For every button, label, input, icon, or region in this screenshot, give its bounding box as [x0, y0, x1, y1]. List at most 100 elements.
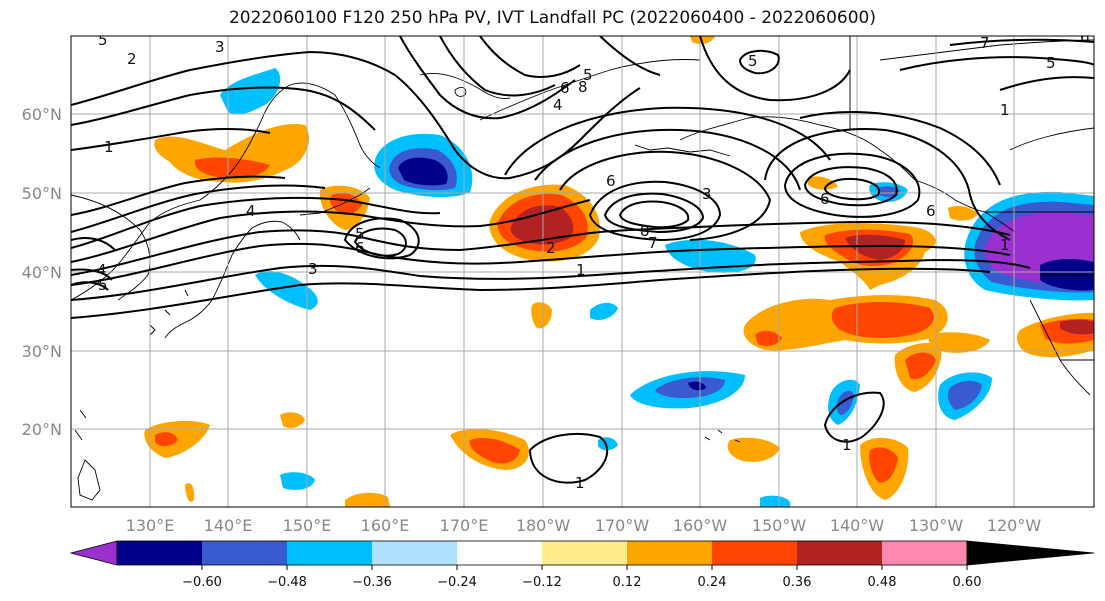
- colorbar-segment: [797, 541, 882, 565]
- colorbar-tick-label: 0.24: [698, 575, 727, 590]
- contour-label: 5: [748, 52, 758, 70]
- lon-label: 150°W: [752, 516, 807, 535]
- colorbar-segment: [882, 541, 967, 565]
- lon-label: 170°E: [440, 516, 489, 535]
- contour-label: 3: [702, 185, 712, 203]
- colorbar-segment: [287, 541, 372, 565]
- lon-label: 160°E: [361, 516, 410, 535]
- latitude-axis: 60°N 50°N 40°N 30°N 20°N: [22, 105, 62, 439]
- positive-anomaly-region: [154, 124, 310, 183]
- negative-anomaly-region: [255, 271, 318, 310]
- positive-anomaly-region: [727, 437, 780, 462]
- contour-label: 1: [575, 474, 585, 492]
- colorbar-tick-label: −0.60: [182, 575, 222, 590]
- contour-label: 2: [127, 50, 137, 68]
- map-title: 2022060100 F120 250 hPa PV, IVT Landfall…: [228, 8, 876, 28]
- contour-label: 1: [576, 261, 586, 279]
- contour-label: 7: [980, 34, 990, 52]
- colorbar-tick-label: −0.36: [352, 575, 392, 590]
- lat-label: 60°N: [22, 105, 62, 124]
- lat-label: 40°N: [22, 263, 62, 282]
- contour-label: 3: [215, 38, 225, 56]
- contour-label: 6: [926, 202, 936, 220]
- colorbar-segment: [542, 541, 627, 565]
- positive-anomaly-region: [755, 330, 782, 346]
- gridlines: [71, 36, 1094, 507]
- colorbar-segment: [117, 541, 202, 565]
- contour-label: 4: [97, 261, 107, 279]
- positive-anomaly-region: [869, 447, 898, 483]
- lon-label: 130°E: [126, 516, 175, 535]
- positive-anomaly-region: [928, 332, 990, 353]
- contour-label: 4: [246, 202, 256, 220]
- colorbar: −0.60 −0.48 −0.36 −0.24 −0.12 0.12 0.24 …: [69, 540, 1095, 590]
- negative-anomaly-region: [688, 381, 706, 391]
- lon-label: 150°E: [283, 516, 332, 535]
- contour-label: 6: [1080, 28, 1090, 46]
- contour-label: 7: [648, 234, 658, 252]
- colorbar-segment: [627, 541, 712, 565]
- contour-label: 1: [104, 138, 114, 156]
- contour-label: 5: [98, 31, 108, 49]
- contour-label: 5: [583, 66, 593, 84]
- lat-label: 30°N: [22, 342, 62, 361]
- negative-anomaly-region: [220, 68, 281, 115]
- negative-anomaly-region: [878, 186, 900, 197]
- positive-anomaly-region: [155, 432, 178, 447]
- positive-anomaly-region: [948, 206, 978, 221]
- plot-frame: [70, 35, 1095, 508]
- positive-anomaly-region: [531, 302, 552, 329]
- lat-label: 20°N: [22, 420, 62, 439]
- contour-label: 6: [606, 172, 616, 190]
- contour-label: 1: [1000, 101, 1010, 119]
- positive-anomaly-region: [808, 176, 838, 190]
- contour-label: 5: [355, 225, 365, 243]
- contour-labels: 5 3 2 1 4 6 8 7 5 3 6 1 2 1 1 1 5 6 4 5 …: [97, 28, 1090, 492]
- pv-contours: [71, 36, 1094, 484]
- lon-label: 180°W: [516, 516, 571, 535]
- negative-anomaly-region: [947, 380, 982, 410]
- colorbar-segment: [712, 541, 797, 565]
- lon-label: 120°W: [987, 516, 1042, 535]
- positive-anomaly-region: [469, 438, 520, 464]
- longitude-axis: 130°E 140°E 150°E 160°E 170°E 180°W 170°…: [126, 516, 1042, 535]
- positive-anomaly-region: [845, 234, 905, 260]
- colorbar-tick-label: −0.12: [522, 575, 562, 590]
- negative-anomaly-region: [760, 495, 790, 507]
- contour-label: 6: [560, 79, 570, 97]
- positive-anomaly-region: [690, 36, 715, 44]
- negative-anomaly-region: [655, 377, 725, 398]
- contour-label: 3: [308, 260, 318, 278]
- contour-label: 8: [640, 222, 650, 240]
- positive-anomaly-region: [185, 483, 195, 502]
- colorbar-tick-label: −0.48: [267, 575, 307, 590]
- contour-label: 6: [820, 190, 830, 208]
- contour-label: 2: [546, 239, 556, 257]
- positive-anomaly-region: [905, 352, 936, 380]
- positive-anomaly-region: [510, 205, 574, 245]
- colorbar-tick-label: −0.24: [437, 575, 477, 590]
- colorbar-tick-label: 0.36: [783, 575, 812, 590]
- contour-label: 4: [553, 96, 563, 114]
- lon-label: 160°W: [673, 516, 728, 535]
- positive-anomaly-region: [345, 492, 390, 507]
- contour-label: 5: [1046, 54, 1056, 72]
- colorbar-extend-max: [966, 540, 1095, 566]
- lat-label: 50°N: [22, 184, 62, 203]
- contour-label: 1: [842, 436, 852, 454]
- colorbar-tick-label: 0.60: [953, 575, 982, 590]
- negative-anomaly-region: [590, 302, 618, 320]
- positive-anomaly-region: [194, 157, 270, 179]
- colorbar-tick-label: 0.48: [868, 575, 897, 590]
- colorbar-tick-label: 0.12: [613, 575, 642, 590]
- lon-label: 130°W: [909, 516, 964, 535]
- contour-label: 5: [98, 276, 108, 294]
- colorbar-segment: [202, 541, 287, 565]
- lon-label: 140°W: [830, 516, 885, 535]
- positive-anomaly-region: [1060, 319, 1094, 335]
- contour-label: 8: [578, 78, 588, 96]
- colorbar-segment: [457, 541, 542, 565]
- colorbar-extend-min: [69, 540, 118, 566]
- contour-label: 6: [355, 239, 365, 257]
